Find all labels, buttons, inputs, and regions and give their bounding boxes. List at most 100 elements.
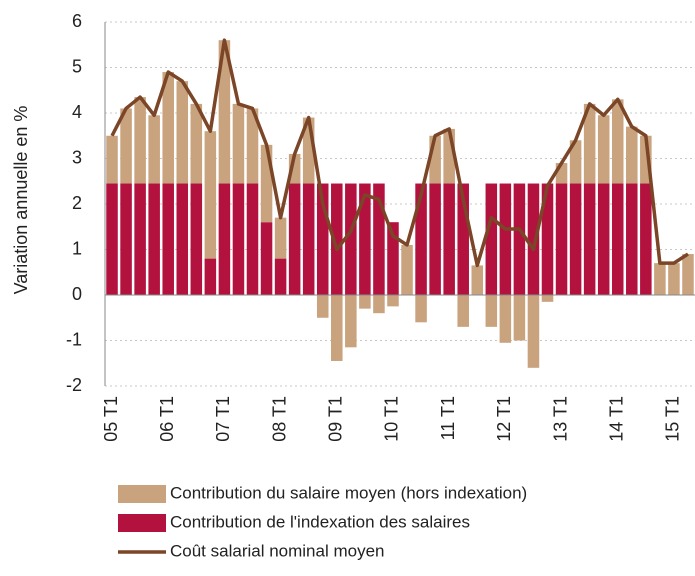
bar	[485, 295, 498, 327]
bar	[232, 183, 245, 295]
legend-text: Coût salarial nominal moyen	[170, 541, 385, 560]
bar	[288, 183, 301, 295]
bar	[499, 183, 512, 295]
bar	[316, 295, 329, 318]
bar	[429, 183, 441, 295]
bar	[359, 295, 371, 309]
bar	[457, 183, 469, 295]
bar	[232, 103, 245, 184]
bar	[218, 183, 231, 295]
x-tick-label: 13 T1	[550, 396, 570, 442]
bar	[597, 115, 610, 184]
legend-text: Contribution du salaire moyen (hors inde…	[170, 483, 527, 502]
y-tick-label: 4	[72, 102, 82, 122]
bar	[527, 183, 540, 295]
bar	[120, 183, 132, 295]
bar	[555, 183, 568, 295]
bar	[611, 99, 624, 184]
x-tick-label: 05 T1	[101, 396, 121, 442]
bar	[246, 108, 259, 184]
bar	[190, 183, 203, 295]
bar	[331, 183, 343, 295]
y-axis-label: Variation annuelle en %	[11, 106, 31, 295]
bar	[373, 295, 385, 314]
bar	[148, 115, 160, 184]
bar	[443, 183, 455, 295]
x-tick-label: 15 T1	[663, 396, 683, 442]
bar	[626, 126, 638, 184]
bar	[457, 295, 469, 327]
bar	[162, 72, 174, 184]
bar	[569, 140, 582, 184]
bar	[611, 183, 624, 295]
bar	[106, 183, 118, 295]
bar	[499, 295, 512, 343]
bar	[260, 144, 273, 223]
y-tick-label: 5	[72, 56, 82, 76]
bar	[401, 244, 413, 295]
bar	[513, 183, 526, 295]
bar	[288, 153, 301, 184]
bar	[204, 258, 217, 295]
bar	[345, 183, 357, 295]
bar	[260, 222, 273, 295]
bar	[583, 103, 596, 184]
y-tick-label: 3	[72, 147, 82, 167]
bar	[640, 183, 652, 295]
bar	[387, 222, 399, 295]
legend-swatch	[118, 485, 166, 503]
x-tick-label: 11 T1	[438, 396, 458, 440]
legend-text: Contribution de l'indexation des salaire…	[170, 512, 470, 531]
bar	[359, 183, 371, 295]
bar	[541, 295, 554, 302]
bar	[640, 135, 652, 184]
bar	[597, 183, 610, 295]
bar	[654, 263, 666, 295]
bar	[387, 295, 399, 307]
line	[110, 38, 689, 268]
bar	[274, 258, 287, 295]
bar	[373, 183, 385, 295]
bar	[120, 108, 132, 184]
y-tick-label: 1	[72, 238, 82, 258]
x-tick-label: 06 T1	[157, 396, 177, 442]
bar	[345, 295, 357, 348]
bar	[443, 128, 455, 184]
bar	[302, 117, 315, 184]
x-tick-label: 12 T1	[494, 396, 514, 442]
bar	[429, 135, 441, 184]
bar	[331, 295, 343, 361]
bar	[274, 217, 287, 259]
bar	[682, 254, 694, 295]
x-tick-label: 14 T1	[606, 396, 626, 442]
bar	[176, 183, 189, 295]
bar	[583, 183, 596, 295]
bar	[134, 97, 146, 184]
y-tick-label: 0	[72, 284, 82, 304]
bar	[569, 183, 582, 295]
bar	[190, 103, 203, 184]
bar	[541, 183, 554, 295]
bar	[218, 40, 231, 184]
bar	[316, 183, 329, 295]
y-tick-label: 2	[72, 193, 82, 213]
bar	[527, 295, 540, 368]
bar	[162, 183, 174, 295]
y-tick-label: -2	[66, 375, 82, 395]
x-tick-label: 08 T1	[269, 396, 289, 442]
bar	[626, 183, 638, 295]
bar	[106, 135, 118, 184]
x-tick-label: 09 T1	[326, 396, 346, 442]
bar	[134, 183, 146, 295]
bar	[204, 131, 217, 259]
x-tick-label: 10 T1	[382, 396, 402, 442]
bar	[415, 183, 427, 295]
y-tick-label: -1	[66, 329, 82, 349]
bar	[415, 295, 427, 323]
bar	[485, 183, 498, 295]
legend-swatch	[118, 514, 166, 532]
bar	[148, 183, 160, 295]
bar	[246, 183, 259, 295]
x-tick-label: 07 T1	[213, 396, 233, 442]
